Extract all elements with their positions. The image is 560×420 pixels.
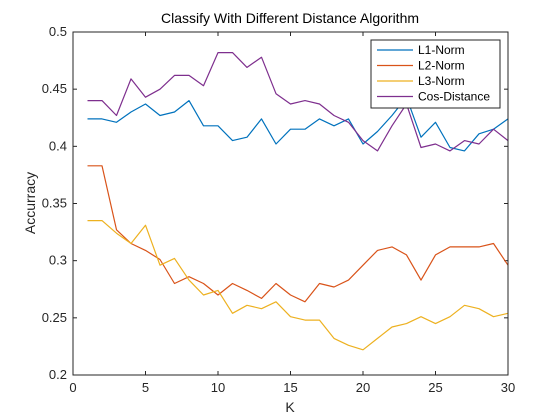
legend-label-l3-norm: L3-Norm [418,74,465,88]
y-tick-label: 0.25 [42,310,67,325]
y-tick-label: 0.4 [49,138,67,153]
series-line-l1-norm [87,96,509,152]
y-tick-label: 0.45 [42,81,67,96]
y-tick-label: 0.3 [49,253,67,268]
chart-title: Classify With Different Distance Algorit… [161,10,419,26]
x-tick-label: 20 [356,380,370,395]
legend-label-l1-norm: L1-Norm [418,43,465,57]
x-axis-label: K [285,399,295,415]
legend-label-cos-distance: Cos-Distance [418,90,490,104]
x-tick-label: 30 [501,380,515,395]
x-tick-label: 5 [142,380,149,395]
series-layer [87,51,509,351]
y-tick-label: 0.35 [42,196,67,211]
legend-label-l2-norm: L2-Norm [418,59,465,73]
ticks-layer: 0 5 10 15 20 25 30 0.2 0.25 0.3 0.35 0.4 0.45 0.5 [42,24,516,395]
y-tick-label: 0.2 [49,367,67,382]
plot-frame [72,31,509,376]
series-line-cos-distance [87,51,509,152]
x-tick-label: 15 [283,380,297,395]
x-tick-label: 0 [69,380,76,395]
x-tick-label: 25 [428,380,442,395]
x-tick-label: 10 [211,380,225,395]
y-tick-label: 0.5 [49,24,67,39]
y-axis-label: Accurracy [22,172,38,234]
series-line-l3-norm [87,220,509,351]
